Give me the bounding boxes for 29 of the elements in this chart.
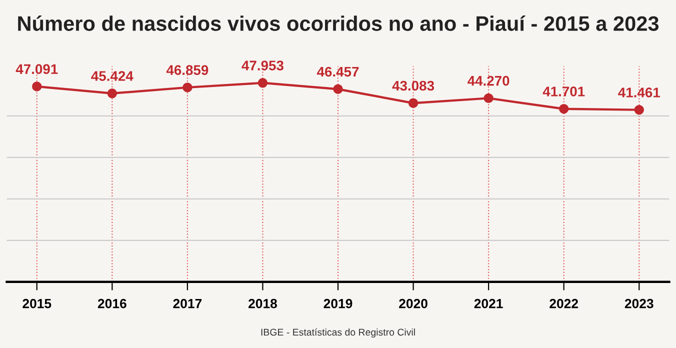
point <box>32 82 42 92</box>
x-tick-label: 2016 <box>98 298 126 308</box>
chart-title: Número de nascidos vivos ocorridos no ano - Piauí - 2015 a 2023 <box>18 15 659 31</box>
point <box>333 84 343 94</box>
data-label: 46.457 <box>316 66 359 77</box>
point <box>258 78 268 88</box>
data-label: 44.270 <box>468 76 510 86</box>
data-label: 45.424 <box>91 71 134 81</box>
x-tick-label: 2021 <box>474 298 503 308</box>
data-label: 41.701 <box>542 86 585 96</box>
x-tick-label: 2019 <box>324 298 352 308</box>
x-tick-label: 2022 <box>550 298 578 308</box>
point <box>558 104 569 114</box>
point <box>484 93 494 104</box>
data-label: 41.461 <box>618 88 660 98</box>
data-label: 46.859 <box>166 65 208 75</box>
x-tick-label: 2017 <box>173 298 202 308</box>
point <box>107 88 118 98</box>
data-label: 47.953 <box>242 60 284 70</box>
point <box>634 104 644 115</box>
x-tick-label: 2015 <box>22 298 52 308</box>
data-label: 47.091 <box>16 64 58 74</box>
point <box>408 98 418 108</box>
x-tick-label: 2020 <box>399 298 428 308</box>
x-tick-label: 2023 <box>624 298 654 308</box>
x-tick-label: 2018 <box>248 298 277 308</box>
point <box>182 82 192 92</box>
text: IBGE - Estatísticas do Registro Civil <box>261 328 415 338</box>
data-label: 43.083 <box>392 80 434 91</box>
